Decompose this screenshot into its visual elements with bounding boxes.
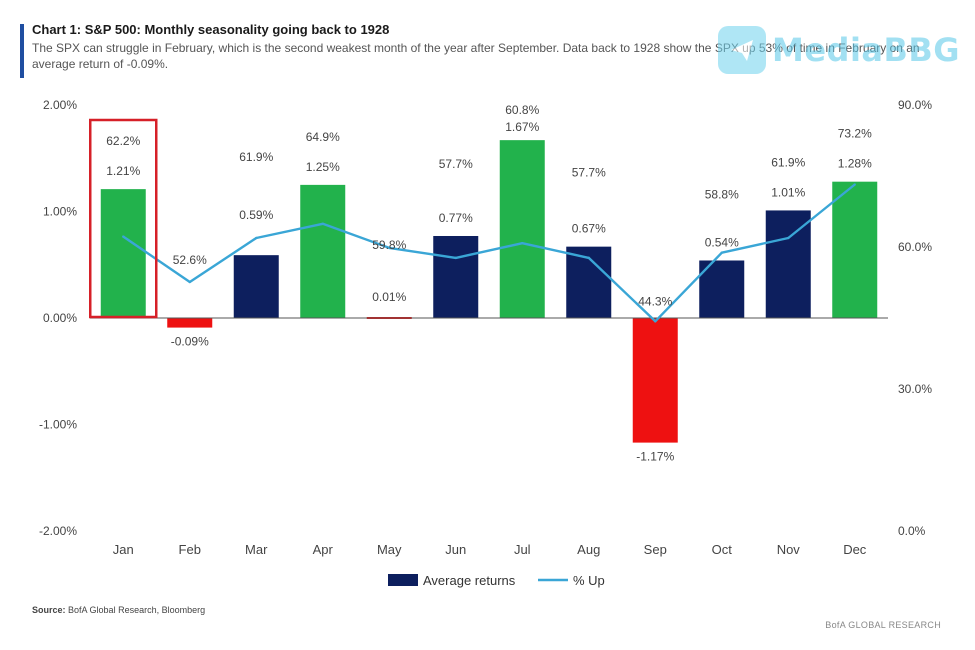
pct-up-point-jul (521, 242, 524, 245)
brand-footer: BofA GLOBAL RESEARCH (825, 620, 941, 630)
chart-subtitle: The SPX can struggle in February, which … (32, 41, 920, 71)
return-label-oct: 0.54% (705, 235, 739, 249)
return-label-dec: 1.28% (838, 157, 872, 171)
return-label-jul: 1.67% (505, 120, 539, 134)
return-label-nov: 1.01% (771, 185, 805, 199)
x-tick-label-feb: Feb (179, 542, 201, 557)
pct-up-label-dec: 73.2% (838, 127, 872, 141)
pct-up-label-nov: 61.9% (771, 155, 805, 169)
x-tick-label-dec: Dec (843, 542, 867, 557)
pct-up-point-apr (321, 222, 324, 226)
x-tick-label-jul: Jul (514, 542, 531, 557)
title-block: Chart 1: S&P 500: Monthly seasonality go… (32, 22, 952, 72)
y-right-tick-label: 90.0% (898, 98, 932, 112)
chart-title: Chart 1: S&P 500: Monthly seasonality go… (32, 22, 390, 37)
highlight-box-jan (89, 118, 158, 319)
source-label: Source: (32, 605, 66, 615)
pct-up-point-aug (587, 256, 590, 260)
pct-up-point-dec (853, 183, 856, 186)
return-label-mar: 0.59% (239, 208, 273, 222)
y-left-tick-label: -1.00% (39, 418, 77, 432)
pct-up-point-may (388, 246, 391, 250)
title-accent-bar (20, 24, 24, 78)
x-tick-label-nov: Nov (777, 542, 801, 557)
return-label-may: 0.01% (372, 290, 406, 304)
pct-up-label-jun: 57.7% (439, 157, 473, 171)
bar-jan (100, 189, 146, 318)
pct-up-point-jun (454, 256, 457, 260)
return-label-jun: 0.77% (439, 211, 473, 225)
x-tick-label-may: May (377, 542, 402, 557)
x-tick-label-oct: Oct (712, 542, 733, 557)
y-left-tick-label: -2.00% (39, 524, 77, 538)
pct-up-label-oct: 58.8% (705, 187, 739, 201)
y-right-tick-label: 30.0% (898, 382, 932, 396)
legend-swatch-average-returns (388, 574, 418, 586)
pct-up-point-mar (255, 236, 258, 240)
pct-up-line (122, 183, 856, 323)
pct-up-point-sep (654, 320, 657, 323)
pct-up-label-mar: 61.9% (239, 150, 273, 164)
x-tick-label-sep: Sep (644, 542, 667, 557)
bar-oct (699, 260, 745, 318)
pct-up-point-oct (720, 251, 723, 254)
bar-dec (832, 181, 878, 318)
bar-nov (765, 210, 811, 318)
pct-up-label-apr: 64.9% (306, 130, 340, 144)
source-note: Source: BofA Global Research, Bloomberg (32, 605, 205, 615)
return-label-apr: 1.25% (306, 160, 340, 174)
x-tick-label-jun: Jun (445, 542, 466, 557)
return-label-feb: -0.09% (171, 335, 209, 349)
return-label-sep: -1.17% (636, 450, 674, 464)
pct-up-point-feb (188, 280, 191, 284)
pct-up-point-jan (122, 235, 125, 238)
x-tick-label-mar: Mar (245, 542, 268, 557)
return-label-aug: 0.67% (572, 222, 606, 236)
x-tick-label-apr: Apr (313, 542, 334, 557)
bar-jun (433, 235, 479, 318)
bar-sep (632, 318, 678, 443)
y-right-tick-label: 0.0% (898, 524, 926, 538)
y-left-tick-label: 2.00% (43, 98, 77, 112)
y-left-tick-label: 0.00% (43, 311, 77, 325)
legend-label-average-returns: Average returns (423, 573, 516, 588)
pct-up-label-sep: 44.3% (638, 294, 672, 308)
x-tick-label-jan: Jan (113, 542, 134, 557)
pct-up-label-may: 59.8% (372, 238, 406, 252)
pct-up-label-feb: 52.6% (173, 253, 207, 267)
bar-jul (499, 140, 545, 318)
y-right-tick-label: 60.0% (898, 240, 932, 254)
x-tick-label-aug: Aug (577, 542, 600, 557)
legend-label-pct-up: % Up (573, 573, 605, 588)
pct-up-label-aug: 57.7% (572, 166, 606, 180)
pct-up-point-nov (787, 236, 790, 240)
bar-apr (300, 184, 346, 318)
bar-mar (233, 255, 279, 318)
source-text: BofA Global Research, Bloomberg (68, 605, 206, 615)
return-label-jan: 1.21% (106, 164, 140, 178)
y-left-tick-label: 1.00% (43, 205, 77, 219)
pct-up-label-jan: 62.2% (106, 134, 140, 148)
pct-up-label-jul: 60.8% (505, 103, 539, 117)
bar-feb (167, 318, 213, 328)
